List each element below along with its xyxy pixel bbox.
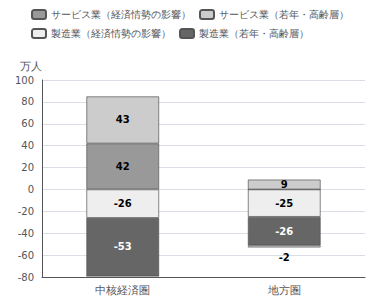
svg-text:製造業（若年・高齢層）: 製造業（若年・高齢層）: [199, 28, 309, 39]
svg-text:-53: -53: [114, 241, 132, 252]
svg-text:43: 43: [116, 114, 130, 125]
svg-text:80: 80: [21, 96, 34, 107]
svg-text:サービス業（経済情勢の影響）: サービス業（経済情勢の影響）: [51, 9, 191, 20]
svg-text:-80: -80: [18, 272, 34, 283]
svg-text:42: 42: [116, 161, 130, 172]
svg-text:60: 60: [21, 118, 34, 129]
svg-text:万人: 万人: [20, 60, 42, 73]
svg-text:-26: -26: [275, 226, 293, 237]
svg-text:40: 40: [21, 140, 34, 151]
svg-text:100: 100: [15, 75, 34, 86]
svg-text:中核経済圏: 中核経済圏: [95, 284, 150, 297]
svg-text:サービス業（若年・高齢層）: サービス業（若年・高齢層）: [219, 9, 349, 20]
svg-text:製造業（経済情勢の影響）: 製造業（経済情勢の影響）: [51, 28, 171, 39]
svg-text:9: 9: [281, 179, 288, 190]
svg-text:-60: -60: [18, 250, 34, 261]
svg-text:-2: -2: [279, 252, 290, 263]
svg-text:-26: -26: [114, 198, 132, 209]
svg-text:0: 0: [28, 184, 34, 195]
svg-text:-25: -25: [275, 198, 293, 209]
svg-text:地方圏: 地方圏: [267, 284, 301, 297]
svg-text:-20: -20: [18, 206, 34, 217]
svg-text:-40: -40: [18, 228, 34, 239]
svg-text:20: 20: [21, 162, 34, 173]
